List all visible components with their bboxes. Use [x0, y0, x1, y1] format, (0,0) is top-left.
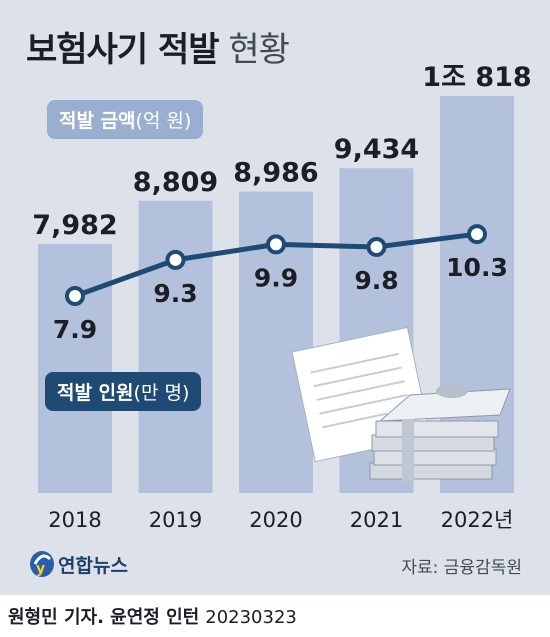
credit-date: 20230323 — [205, 607, 297, 628]
svg-text:y: y — [36, 561, 45, 577]
line-value-label: 10.3 — [446, 253, 508, 282]
money-documents-illustration — [291, 326, 511, 481]
bar-value-label: 8,809 — [133, 167, 218, 198]
line-point — [266, 234, 286, 255]
line-label-group: 7.9 9.3 9.9 9.8 10.3 — [53, 253, 508, 344]
line-point — [366, 236, 387, 257]
bar-value-label: 9,434 — [334, 134, 419, 165]
title-light: 현황 — [228, 30, 290, 70]
line-value-label: 9.3 — [153, 279, 197, 308]
bar-value-label: 8,986 — [233, 158, 318, 189]
line-point — [165, 249, 186, 270]
bar-2019 — [138, 200, 213, 493]
line-value-label: 7.9 — [53, 315, 97, 344]
legend-people-label: 적발 인원 — [57, 382, 134, 404]
chart-svg: 7,982 8,809 8,986 9,434 1조 818 — [32, 62, 531, 532]
credit-author: 원형민 기자. 윤연정 인턴 — [8, 607, 200, 628]
yonhap-logo-icon: y — [30, 551, 54, 577]
line-group — [65, 224, 487, 306]
line-point — [467, 224, 487, 245]
x-tick-label: 2018 — [48, 508, 101, 532]
chart-frame: 보험사기 적발 현황 7,982 8,809 8,986 9,434 1조 818 — [0, 0, 550, 595]
x-tick-label: 2021 — [350, 508, 403, 532]
legend-amount-label: 적발 금액 — [59, 110, 136, 132]
title-bold: 보험사기 적발 — [26, 30, 220, 70]
bar-2018 — [38, 243, 112, 493]
legend-people: 적발 인원(만 명) — [45, 372, 202, 411]
x-tick-label: 2022년 — [441, 508, 514, 532]
legend-amount: 적발 금액(억 원) — [47, 100, 204, 139]
x-tick-label: 2020 — [249, 508, 302, 532]
line-point — [65, 286, 85, 306]
x-tick-label: 2019 — [149, 508, 202, 532]
legend-amount-unit: (억 원) — [135, 110, 192, 132]
logo-text: 연합뉴스 — [58, 555, 128, 577]
chart-title: 보험사기 적발 현황 — [26, 22, 290, 71]
legend-people-unit: (만 명) — [133, 382, 190, 404]
line-value-label: 9.8 — [354, 266, 398, 295]
credit-line: 원형민 기자. 윤연정 인턴 20230323 — [8, 603, 297, 629]
bar-value-label: 7,982 — [32, 210, 117, 241]
x-axis: 2018 2019 2020 2021 2022년 — [48, 508, 513, 532]
source-text: 자료: 금융감독원 — [401, 558, 522, 578]
bar-label-group: 7,982 8,809 8,986 9,434 1조 818 — [32, 62, 531, 241]
line-value-label: 9.9 — [254, 263, 298, 292]
bar-value-label: 1조 818 — [422, 62, 531, 93]
